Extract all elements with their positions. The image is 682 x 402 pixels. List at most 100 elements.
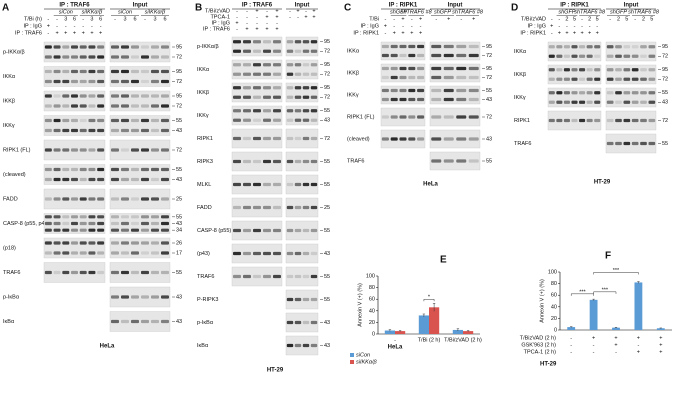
- band: [648, 54, 656, 58]
- band: [302, 228, 310, 233]
- band: [548, 77, 555, 81]
- band: [606, 141, 614, 146]
- band: [648, 91, 656, 95]
- band: [131, 128, 139, 133]
- band: [88, 148, 96, 152]
- band: [623, 45, 631, 49]
- blot-label: p-IκBα: [197, 320, 214, 326]
- band: [594, 54, 601, 58]
- condition-sign: -: [615, 349, 617, 355]
- band: [623, 100, 631, 104]
- band: [62, 128, 70, 133]
- band: [233, 40, 241, 44]
- y-tick-label: 20: [369, 320, 375, 326]
- cell-line: HT-29: [267, 368, 284, 374]
- mw-marker: 95: [324, 39, 330, 45]
- band: [62, 69, 70, 74]
- band: [121, 148, 129, 152]
- band: [97, 94, 105, 98]
- band: [141, 295, 149, 299]
- band: [443, 44, 454, 49]
- lane-sign: +: [580, 30, 583, 36]
- group-label: shTRAF6 #8: [452, 9, 484, 15]
- band: [243, 136, 251, 141]
- mw-marker: 55: [324, 182, 330, 188]
- band: [53, 94, 61, 98]
- band: [62, 118, 70, 123]
- blot-label: IKKγ: [197, 113, 209, 119]
- band: [161, 128, 169, 133]
- blot-strip: [109, 41, 171, 63]
- band: [62, 55, 70, 59]
- condition-label: T/BizVAD (2 h): [520, 335, 556, 341]
- band: [44, 270, 52, 275]
- band: [399, 53, 407, 58]
- group-label: shTRAF6 #8: [401, 9, 433, 15]
- blot-strip: [43, 115, 106, 136]
- band: [399, 66, 407, 71]
- band: [151, 228, 159, 232]
- band: [131, 221, 139, 226]
- band: [62, 148, 70, 152]
- band: [468, 115, 479, 119]
- band: [243, 182, 251, 187]
- blot-strip: [285, 36, 319, 57]
- band: [243, 63, 251, 67]
- blot-strip: [429, 107, 481, 127]
- band: [273, 251, 281, 256]
- band: [131, 177, 139, 182]
- band: [253, 274, 261, 279]
- band: [302, 205, 310, 210]
- band: [286, 159, 294, 164]
- condition-label: TPCA-1 (2 h): [524, 349, 557, 355]
- panel-letter: A: [2, 3, 9, 14]
- band: [468, 75, 479, 80]
- mw-marker: 26: [176, 240, 182, 246]
- band: [53, 251, 61, 255]
- band: [44, 55, 52, 59]
- condition-sign: +: [659, 349, 662, 355]
- band: [131, 45, 139, 49]
- band: [131, 148, 139, 152]
- band: [111, 148, 119, 152]
- lane-sign: -: [558, 23, 560, 29]
- condition-label: IP : IgG: [211, 20, 230, 26]
- blot-label: TRAF6: [514, 141, 531, 147]
- band: [606, 77, 614, 81]
- mw-marker: 55: [176, 118, 182, 124]
- band: [71, 148, 78, 152]
- band: [302, 182, 310, 187]
- band: [253, 109, 261, 113]
- lane-sign: -: [65, 23, 67, 29]
- lane-sign: 6: [73, 16, 76, 22]
- lane-sign: +: [401, 30, 404, 36]
- sig-label: ***: [602, 287, 609, 293]
- band: [563, 45, 570, 49]
- band: [302, 86, 310, 90]
- band: [302, 40, 310, 44]
- band: [571, 118, 578, 123]
- bar: [418, 315, 429, 334]
- band: [121, 228, 129, 232]
- band: [62, 177, 70, 182]
- band: [443, 159, 454, 163]
- band: [141, 79, 149, 84]
- lane-sign: +: [596, 30, 599, 36]
- band: [121, 55, 129, 59]
- band: [294, 297, 302, 302]
- mw-marker: 72: [662, 77, 668, 83]
- mw-marker: 17: [176, 250, 182, 256]
- band: [97, 251, 105, 255]
- band: [151, 295, 159, 299]
- y-tick-label: 20: [551, 316, 557, 322]
- band: [640, 100, 647, 104]
- band: [79, 167, 87, 172]
- band: [53, 128, 61, 133]
- band: [302, 63, 310, 67]
- blot-strip: [231, 59, 283, 80]
- lane-sign: 3: [90, 16, 93, 22]
- band: [53, 45, 61, 49]
- sig-label: ***: [613, 268, 620, 274]
- mw-marker: 43: [176, 294, 182, 300]
- blot-strip: [285, 105, 319, 126]
